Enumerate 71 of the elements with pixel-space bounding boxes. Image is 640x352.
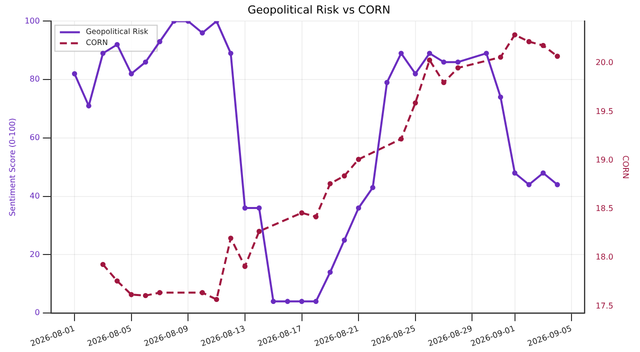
chart-title: Geopolitical Risk vs CORN (248, 3, 390, 16)
point (455, 65, 461, 70)
point (512, 32, 518, 38)
point (100, 50, 106, 56)
point (313, 298, 319, 304)
point (526, 182, 532, 188)
point (484, 50, 489, 56)
point (370, 184, 376, 190)
y2-tick-label: 18.0 (596, 252, 614, 262)
point (200, 30, 205, 36)
point (284, 298, 290, 304)
point (157, 290, 162, 296)
point (214, 296, 220, 302)
point (114, 278, 120, 284)
y-axis-title: Sentiment Score (0-100) (8, 118, 17, 216)
point (200, 290, 205, 296)
point (426, 50, 432, 56)
point (270, 298, 276, 304)
point (498, 94, 504, 100)
y-tick-label: 20 (30, 250, 40, 259)
point (256, 205, 262, 211)
point (128, 292, 134, 298)
point (72, 71, 78, 76)
point (313, 214, 319, 220)
point (299, 210, 304, 216)
point (142, 59, 148, 65)
point (128, 71, 134, 76)
y2-tick-label: 17.5 (596, 301, 614, 310)
point (554, 54, 560, 59)
point (356, 205, 362, 211)
y2-tick-label: 19.0 (596, 155, 614, 164)
point (540, 170, 546, 176)
point (114, 42, 120, 48)
y-tick-label: 0 (34, 308, 40, 318)
point (228, 50, 234, 56)
point (328, 270, 333, 275)
point (412, 100, 418, 106)
point (342, 238, 347, 243)
point (512, 170, 518, 176)
point (398, 50, 404, 56)
point (86, 103, 92, 108)
point (554, 182, 560, 188)
point (526, 39, 532, 44)
point (228, 236, 234, 241)
point (441, 59, 446, 65)
point (256, 228, 262, 234)
point (398, 136, 404, 142)
y2-tick-label: 19.5 (596, 106, 614, 116)
y2-tick-label: 18.5 (596, 204, 614, 214)
point (426, 58, 432, 63)
point (157, 39, 162, 44)
point (142, 292, 148, 298)
point (342, 173, 347, 178)
y-tick-label: 60 (30, 133, 40, 142)
y2-axis-title: CORN (621, 155, 630, 179)
point (356, 156, 362, 162)
point (441, 80, 446, 86)
y-tick-label: 100 (24, 16, 40, 26)
y-tick-label: 80 (30, 74, 40, 84)
point (540, 42, 546, 48)
y-tick-label: 40 (30, 191, 40, 200)
point (412, 71, 418, 76)
point (242, 205, 248, 211)
point (299, 298, 304, 304)
point (328, 181, 333, 186)
point (100, 262, 106, 268)
point (498, 54, 504, 60)
y2-tick-label: 20.0 (596, 58, 614, 68)
point (384, 80, 390, 86)
point (455, 59, 461, 65)
point (242, 264, 248, 269)
